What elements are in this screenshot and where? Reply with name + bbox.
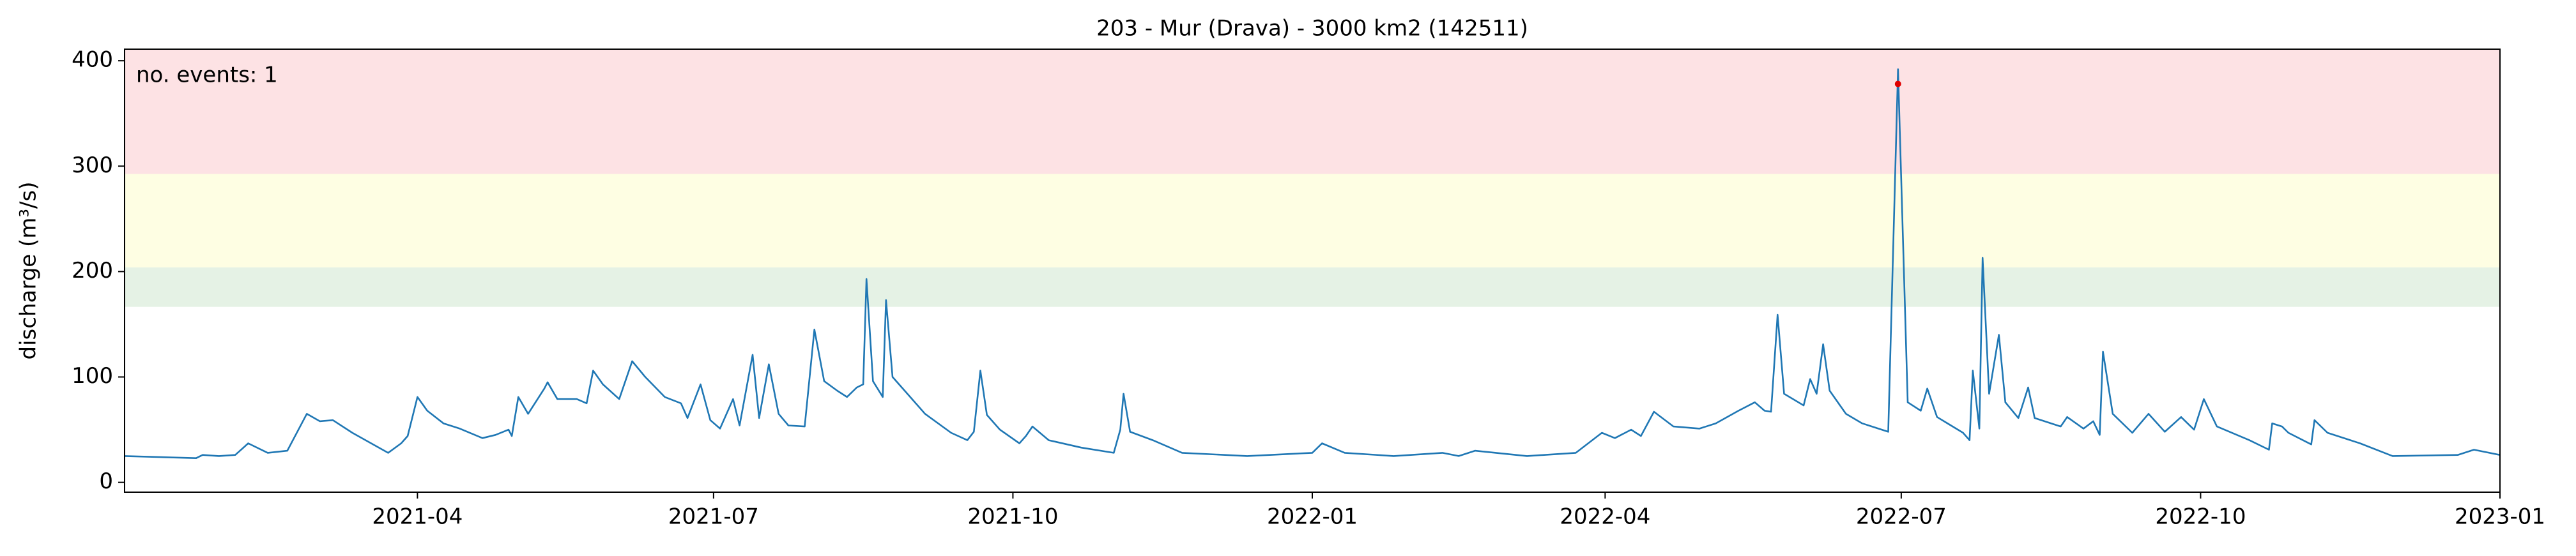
threshold-band bbox=[125, 49, 2500, 174]
x-tick-label: 2022-01 bbox=[1267, 504, 1358, 530]
chart-title: 203 - Mur (Drava) - 3000 km2 (142511) bbox=[1096, 16, 1528, 41]
event-marker bbox=[1894, 80, 1901, 87]
threshold-band bbox=[125, 174, 2500, 267]
y-tick-label: 300 bbox=[72, 153, 113, 178]
x-tick-label: 2022-10 bbox=[2155, 504, 2246, 530]
y-tick-label: 200 bbox=[72, 258, 113, 283]
x-tick-label: 2023-01 bbox=[2455, 504, 2545, 530]
x-tick-label: 2021-04 bbox=[372, 504, 463, 530]
data-line bbox=[125, 68, 2500, 459]
y-axis-label: discharge (m³/s) bbox=[16, 182, 42, 360]
x-tick-label: 2022-07 bbox=[1856, 504, 1947, 530]
x-tick-label: 2021-07 bbox=[668, 504, 759, 530]
threshold-band bbox=[125, 267, 2500, 307]
y-tick-label: 0 bbox=[99, 469, 113, 494]
x-tick-label: 2022-04 bbox=[1560, 504, 1650, 530]
plot-frame bbox=[124, 49, 2501, 493]
x-tick-label: 2021-10 bbox=[967, 504, 1058, 530]
annotation: no. events: 1 bbox=[136, 63, 278, 88]
y-tick-label: 400 bbox=[72, 47, 113, 73]
y-tick-label: 100 bbox=[72, 363, 113, 389]
